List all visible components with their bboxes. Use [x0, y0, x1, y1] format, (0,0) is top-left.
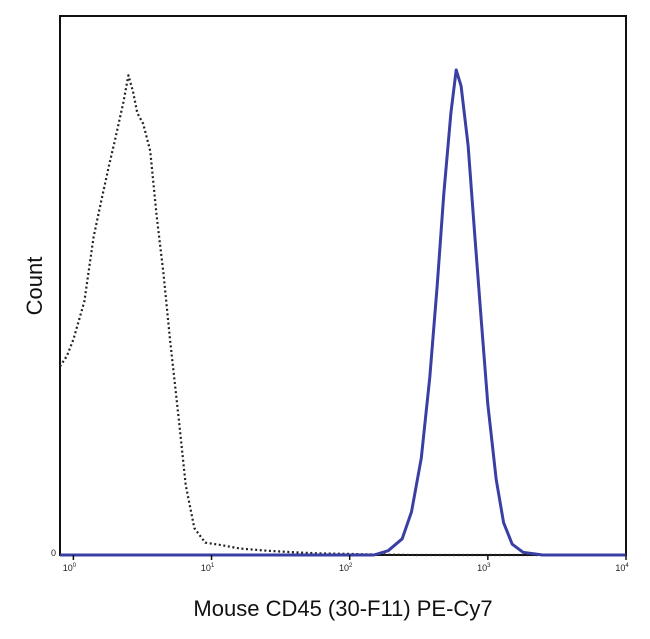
x-tick-label: 100 [63, 563, 77, 573]
x-ticks: 100 101 102 103 104 [63, 555, 629, 573]
x-tick-label: 104 [615, 563, 629, 573]
isotype-control-line [59, 74, 626, 557]
y-ticks: 0 [51, 548, 56, 558]
x-tick-label: 102 [339, 563, 353, 573]
x-axis-label: Mouse CD45 (30-F11) PE-Cy7 [193, 596, 492, 621]
series-layer [59, 68, 626, 557]
y-tick-label: 0 [51, 548, 56, 558]
stained-sample-line [60, 68, 626, 557]
x-tick-label: 101 [201, 563, 215, 573]
x-tick-label: 103 [477, 563, 491, 573]
y-axis-label: Count [22, 257, 47, 316]
plot-frame [59, 15, 627, 556]
